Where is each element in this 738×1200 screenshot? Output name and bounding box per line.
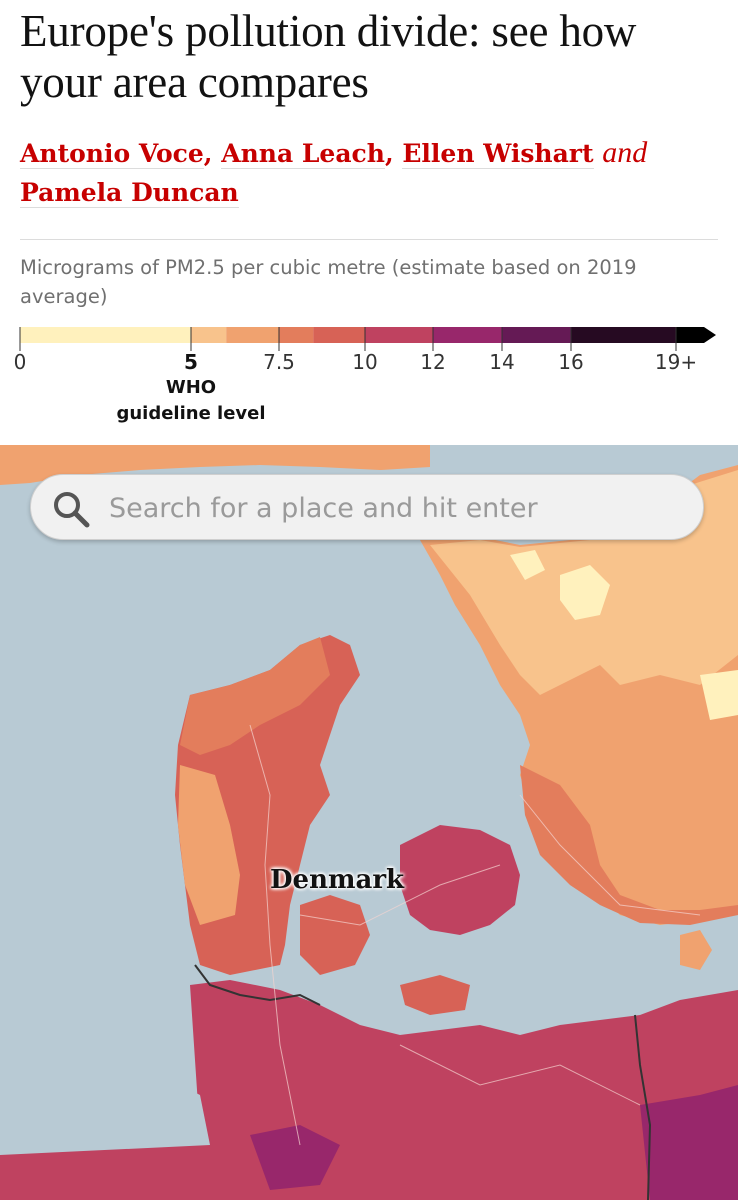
sea-south-west — [0, 1075, 210, 1155]
separator: , — [384, 139, 394, 168]
legend-bin — [279, 327, 314, 343]
border-denmark-germany — [194, 964, 321, 1006]
conjunction: and — [602, 136, 648, 169]
legend-bin — [313, 327, 365, 343]
legend-caption: Micrograms of PM2.5 per cubic metre (est… — [20, 256, 637, 308]
region-jutland-north — [180, 637, 330, 755]
legend-bin — [191, 327, 227, 343]
tick-label: 5 — [184, 350, 198, 374]
region-sweden-south — [520, 765, 738, 925]
legend-bin — [365, 327, 433, 343]
who-label: WHO — [165, 377, 217, 398]
separator: , — [203, 139, 213, 168]
map-canvas[interactable] — [0, 445, 738, 1200]
region-hamburg — [250, 1125, 340, 1190]
border-germany-poland — [634, 1014, 652, 1200]
legend-bin — [226, 327, 279, 343]
region-zealand — [400, 825, 520, 935]
tick-label: 7.5 — [263, 350, 295, 374]
who-guideline-label: WHO guideline level — [116, 375, 265, 427]
byline: Antonio Voce, Anna Leach, Ellen Wishart … — [20, 133, 720, 212]
magnifier-icon[interactable] — [51, 489, 91, 529]
region-funen — [300, 895, 370, 975]
tick-label: 0 — [13, 350, 27, 374]
tick-label: 10 — [352, 350, 378, 374]
region-clean-2 — [510, 550, 545, 580]
pollution-map[interactable]: Denmark — [0, 445, 738, 1200]
legend-bin — [433, 327, 502, 343]
author-link[interactable]: Pamela Duncan — [20, 178, 239, 208]
region-poland — [640, 1085, 738, 1200]
guideline-level-label: guideline level — [116, 403, 266, 424]
legend-bin — [571, 327, 676, 343]
region-clean-1 — [560, 565, 610, 620]
search-input[interactable] — [107, 483, 681, 533]
legend-bin — [502, 327, 571, 343]
author-link[interactable]: Antonio Voce — [20, 139, 204, 169]
legend-arrow — [676, 327, 716, 343]
search-box[interactable] — [30, 474, 704, 540]
legend-bar — [19, 327, 716, 351]
roads — [249, 724, 701, 1146]
tick-label: 12 — [420, 350, 446, 374]
headline: Europe's pollution divide: see how your … — [20, 6, 637, 107]
region-lolland — [400, 975, 470, 1015]
legend-bin — [20, 327, 191, 343]
region-jutland-west — [178, 765, 240, 925]
tick-label: 19+ — [654, 350, 698, 374]
region-bornholm — [680, 930, 712, 970]
region-norway — [0, 445, 430, 485]
map-label-denmark: Denmark — [270, 865, 405, 895]
color-legend: 0 5 7.5 10 12 14 16 19+ WHO guideline le… — [0, 320, 738, 440]
tick-label: 16 — [558, 350, 584, 374]
tick-label: 14 — [489, 350, 515, 374]
divider — [20, 239, 718, 240]
region-clean-3 — [700, 670, 738, 720]
author-link[interactable]: Anna Leach — [221, 139, 385, 169]
author-link[interactable]: Ellen Wishart — [402, 139, 594, 169]
